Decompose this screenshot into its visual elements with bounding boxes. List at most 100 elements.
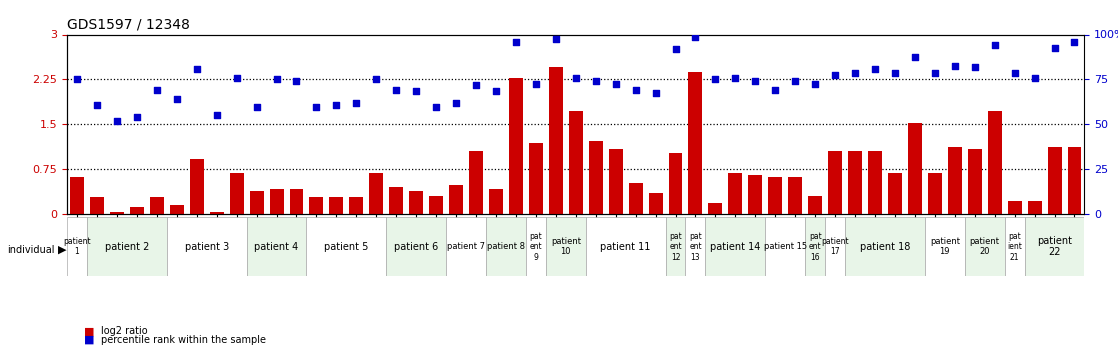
Bar: [748, 175, 762, 214]
Text: GDS1597 / 12348: GDS1597 / 12348: [67, 18, 190, 32]
Bar: [1048, 147, 1061, 214]
Text: patient
10: patient 10: [551, 237, 580, 256]
Bar: [70, 177, 84, 214]
Point: [68, 77, 86, 82]
Bar: [987, 111, 1002, 214]
Bar: [409, 191, 423, 214]
Point: [686, 35, 704, 40]
Bar: [110, 211, 124, 214]
FancyBboxPatch shape: [665, 217, 685, 276]
Text: pat
ent
16: pat ent 16: [808, 232, 822, 262]
Text: patient 18: patient 18: [860, 242, 910, 252]
Bar: [210, 211, 224, 214]
Point: [467, 82, 485, 88]
Bar: [509, 78, 523, 214]
FancyBboxPatch shape: [805, 217, 825, 276]
Point: [267, 77, 285, 82]
Bar: [669, 153, 682, 214]
Point: [607, 81, 625, 86]
Text: pat
ent
9: pat ent 9: [530, 232, 542, 262]
FancyBboxPatch shape: [685, 217, 705, 276]
Bar: [310, 197, 323, 214]
FancyBboxPatch shape: [486, 217, 525, 276]
Bar: [788, 177, 803, 214]
Point: [328, 102, 345, 108]
Text: patient
19: patient 19: [930, 237, 960, 256]
Point: [248, 105, 266, 110]
Text: patient 3: patient 3: [184, 242, 229, 252]
Point: [747, 78, 765, 84]
Text: ▶: ▶: [58, 245, 67, 255]
Point: [108, 118, 126, 124]
Bar: [529, 143, 543, 214]
Point: [1045, 45, 1063, 50]
Point: [966, 65, 984, 70]
Bar: [948, 147, 961, 214]
FancyBboxPatch shape: [825, 217, 845, 276]
Point: [407, 89, 425, 94]
Point: [986, 42, 1004, 48]
Bar: [190, 159, 203, 214]
Point: [1006, 71, 1024, 76]
Point: [148, 87, 165, 92]
Point: [427, 105, 445, 110]
Point: [506, 39, 524, 45]
FancyBboxPatch shape: [1005, 217, 1024, 276]
Point: [287, 78, 305, 84]
Point: [587, 78, 605, 84]
Point: [826, 72, 844, 78]
Text: patient 2: patient 2: [105, 242, 149, 252]
Bar: [369, 173, 383, 214]
Point: [766, 87, 784, 92]
Bar: [689, 71, 702, 214]
Text: pat
ent
12: pat ent 12: [670, 232, 682, 262]
FancyBboxPatch shape: [965, 217, 1005, 276]
Text: patient 7: patient 7: [447, 242, 485, 251]
Text: patient 15: patient 15: [764, 242, 807, 251]
Bar: [628, 183, 643, 214]
Bar: [648, 193, 663, 214]
Bar: [229, 173, 244, 214]
Point: [627, 87, 645, 92]
Text: patient 5: patient 5: [324, 242, 369, 252]
Text: patient 8: patient 8: [487, 242, 525, 251]
Bar: [1007, 201, 1022, 214]
Text: patient 6: patient 6: [394, 242, 438, 252]
FancyBboxPatch shape: [87, 217, 167, 276]
Bar: [968, 149, 982, 214]
FancyBboxPatch shape: [705, 217, 766, 276]
Point: [727, 75, 745, 80]
Bar: [130, 207, 144, 214]
Point: [348, 100, 366, 106]
Text: patient
1: patient 1: [64, 237, 91, 256]
FancyBboxPatch shape: [67, 217, 87, 276]
Point: [806, 81, 824, 86]
Point: [906, 55, 923, 60]
FancyBboxPatch shape: [525, 217, 546, 276]
Bar: [349, 197, 363, 214]
Bar: [429, 196, 443, 214]
Text: patient
20: patient 20: [969, 237, 999, 256]
Text: percentile rank within the sample: percentile rank within the sample: [101, 335, 266, 345]
Text: patient
17: patient 17: [822, 237, 849, 256]
Text: patient 11: patient 11: [600, 242, 651, 252]
Bar: [768, 177, 783, 214]
Bar: [470, 151, 483, 214]
Bar: [91, 197, 104, 214]
Text: individual: individual: [7, 245, 54, 255]
Point: [208, 112, 226, 118]
Text: patient 4: patient 4: [255, 242, 299, 252]
Point: [188, 67, 206, 72]
Bar: [449, 185, 463, 214]
Bar: [828, 151, 842, 214]
Point: [447, 100, 465, 106]
Point: [127, 114, 145, 120]
Point: [866, 67, 884, 72]
Text: pat
ient
21: pat ient 21: [1007, 232, 1022, 262]
Bar: [808, 196, 822, 214]
FancyBboxPatch shape: [306, 217, 386, 276]
Point: [487, 89, 505, 94]
Point: [368, 77, 386, 82]
Point: [666, 47, 684, 52]
Point: [387, 87, 405, 92]
